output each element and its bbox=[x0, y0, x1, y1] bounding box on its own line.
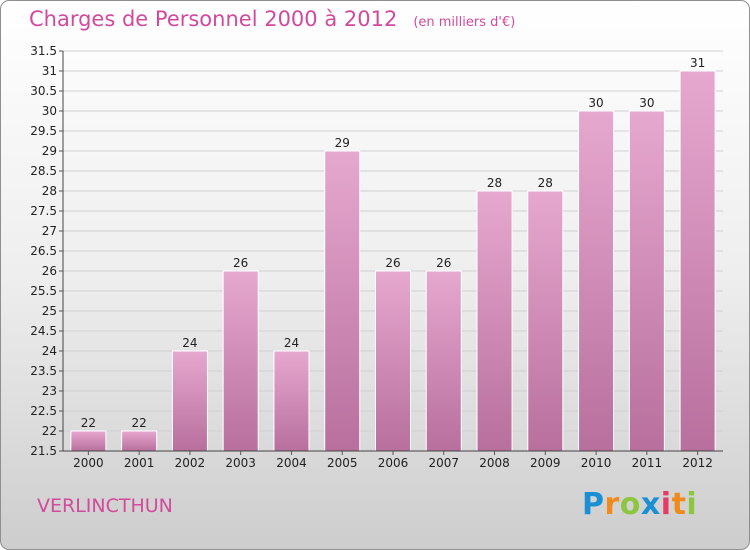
logo-letter: i bbox=[686, 487, 698, 522]
value-label: 30 bbox=[639, 96, 654, 110]
value-label: 26 bbox=[233, 256, 248, 270]
commune-name: VERLINCTHUN bbox=[37, 495, 173, 517]
chart-subtitle: (en milliers d'€) bbox=[413, 15, 516, 30]
x-tick-label: 2002 bbox=[175, 456, 206, 470]
y-axis-ticks: 21.5 22 22.5 23 23.5 24 24.5 25 25.5 26 26.5 27 27.5… bbox=[30, 44, 63, 458]
x-tick-label: 2007 bbox=[428, 456, 459, 470]
x-tick-label: 2009 bbox=[530, 456, 561, 470]
chart-title-text: Charges de Personnel 2000 à 2012 bbox=[29, 7, 398, 31]
x-tick-label: 2008 bbox=[479, 456, 510, 470]
value-label: 28 bbox=[487, 176, 502, 190]
value-label: 30 bbox=[588, 96, 603, 110]
bar-2009 bbox=[527, 190, 564, 452]
y-tick-label: 29 bbox=[42, 144, 57, 158]
y-tick-label: 29.5 bbox=[30, 124, 57, 138]
value-label: 22 bbox=[132, 416, 147, 430]
bar-2004 bbox=[273, 350, 310, 452]
x-tick-label: 2005 bbox=[327, 456, 358, 470]
bar-2005 bbox=[324, 150, 361, 452]
x-tick-label: 2011 bbox=[632, 456, 663, 470]
y-tick-label: 30.5 bbox=[30, 84, 57, 98]
x-tick-label: 2003 bbox=[225, 456, 256, 470]
value-label: 26 bbox=[436, 256, 451, 270]
bar-2001 bbox=[121, 430, 158, 452]
bar-2006 bbox=[374, 270, 412, 452]
y-tick-label: 24 bbox=[42, 344, 57, 358]
y-tick-label: 27 bbox=[42, 224, 57, 238]
logo-letter: P bbox=[582, 487, 605, 522]
x-tick-label: 2012 bbox=[682, 456, 713, 470]
value-label: 22 bbox=[81, 416, 96, 430]
value-label: 29 bbox=[335, 136, 350, 150]
logo-letter: o bbox=[619, 487, 641, 522]
y-tick-label: 25.5 bbox=[30, 284, 57, 298]
x-tick-label: 2006 bbox=[378, 456, 409, 470]
bar-2008 bbox=[476, 190, 513, 452]
y-tick-label: 23.5 bbox=[30, 364, 57, 378]
value-label: 24 bbox=[284, 336, 299, 350]
y-tick-label: 24.5 bbox=[30, 324, 57, 338]
y-tick-label: 21.5 bbox=[30, 444, 57, 458]
bar-2007 bbox=[425, 270, 462, 452]
logo-letter: i bbox=[660, 487, 672, 522]
x-axis-ticks: 2000 2001 2002 2003 2004 2005 2006 2007 2008 2009… bbox=[73, 451, 713, 470]
bar-2003 bbox=[222, 270, 259, 452]
logo-letter: r bbox=[604, 487, 620, 522]
y-tick-label: 28.5 bbox=[30, 164, 57, 178]
y-tick-label: 28 bbox=[42, 184, 57, 198]
value-label: 31 bbox=[690, 56, 705, 70]
y-tick-label: 27.5 bbox=[30, 204, 57, 218]
x-tick-label: 2004 bbox=[276, 456, 307, 470]
logo-letter: x bbox=[640, 487, 661, 522]
bar-2010 bbox=[578, 110, 615, 452]
value-label: 26 bbox=[385, 256, 400, 270]
logo-letter: t bbox=[671, 487, 687, 522]
y-tick-label: 31 bbox=[42, 64, 57, 78]
x-tick-label: 2010 bbox=[581, 456, 612, 470]
value-label: 24 bbox=[182, 336, 197, 350]
y-tick-label: 30 bbox=[42, 104, 57, 118]
y-tick-label: 22 bbox=[42, 424, 57, 438]
bar-2012 bbox=[679, 70, 716, 452]
y-tick-label: 26 bbox=[42, 264, 57, 278]
chart-title: Charges de Personnel 2000 à 2012 (en mill… bbox=[29, 7, 515, 31]
y-tick-label: 25 bbox=[42, 304, 57, 318]
proxiti-logo: Proxiti bbox=[582, 487, 697, 522]
y-tick-label: 22.5 bbox=[30, 404, 57, 418]
bars bbox=[70, 70, 716, 452]
y-tick-label: 23 bbox=[42, 384, 57, 398]
x-tick-label: 2001 bbox=[124, 456, 155, 470]
y-tick-label: 31.5 bbox=[30, 44, 57, 58]
bar-2011 bbox=[628, 110, 665, 452]
value-labels: 22 22 24 26 24 29 26 26 28 28 30 30 31 bbox=[81, 56, 706, 430]
x-tick-label: 2000 bbox=[73, 456, 104, 470]
bar-2000 bbox=[70, 430, 107, 452]
y-tick-label: 26.5 bbox=[30, 244, 57, 258]
value-label: 28 bbox=[538, 176, 553, 190]
bar-2002 bbox=[171, 350, 208, 452]
